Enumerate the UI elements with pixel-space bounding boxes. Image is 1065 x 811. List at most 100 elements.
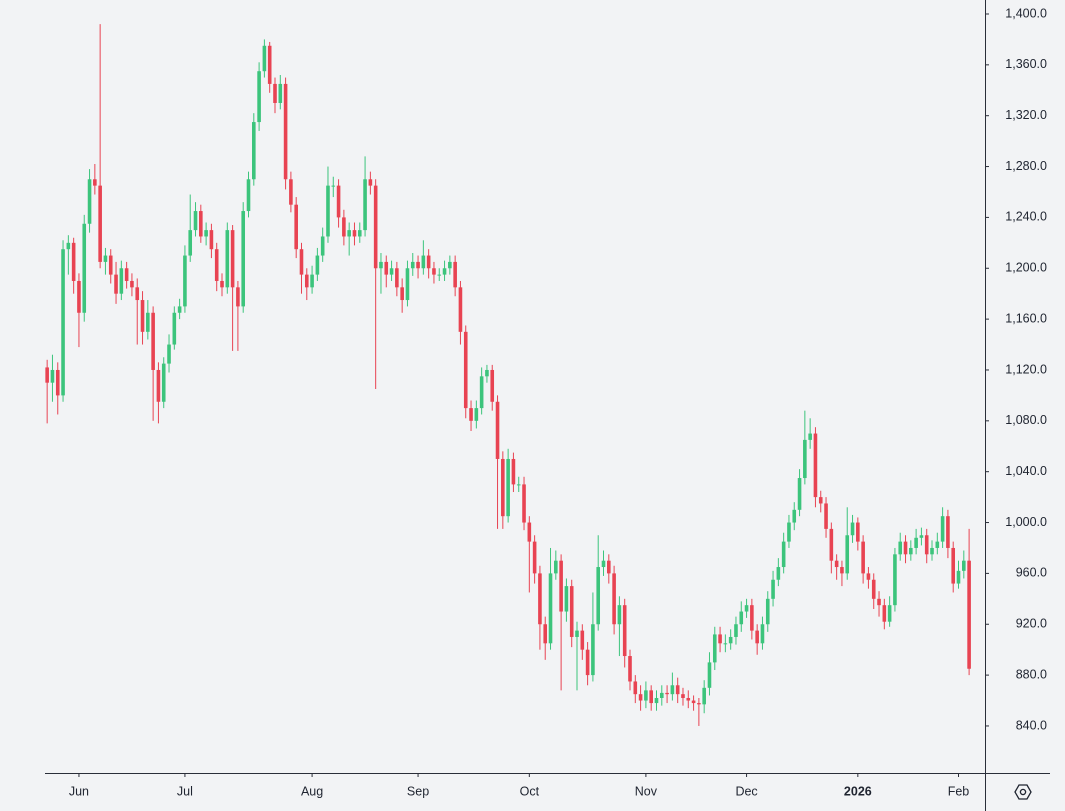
- candle-body: [903, 541, 908, 555]
- candle-body: [193, 211, 198, 231]
- candle-body: [368, 179, 373, 186]
- candle-body: [66, 242, 71, 250]
- candle-body: [479, 376, 484, 409]
- candle-body: [135, 287, 140, 301]
- settings-button[interactable]: [1014, 784, 1032, 800]
- candle-body: [882, 605, 887, 622]
- candle-body: [675, 685, 680, 695]
- candle-body: [956, 570, 961, 584]
- candle-body: [45, 367, 49, 383]
- candle-body: [336, 185, 341, 218]
- candle-body: [712, 634, 717, 663]
- candle-body: [702, 687, 706, 705]
- candle-body: [575, 630, 579, 637]
- candle-body: [310, 274, 314, 288]
- settings-icon: [1014, 784, 1032, 800]
- candle-body: [156, 369, 161, 402]
- candle-body: [670, 685, 675, 695]
- candle-body: [824, 503, 828, 529]
- candle-body: [241, 211, 246, 307]
- x-tick-label: Jul: [177, 784, 193, 798]
- candle-body: [495, 401, 500, 459]
- candle-body: [765, 598, 770, 625]
- candle-body: [183, 255, 187, 307]
- candle-body: [124, 268, 129, 281]
- candle-body: [633, 681, 638, 695]
- y-tick-label: 1,200.0: [1005, 261, 1047, 275]
- x-tick-label: Oct: [520, 784, 540, 798]
- candle-body: [50, 369, 55, 383]
- y-tick-label: 1,280.0: [1005, 159, 1047, 173]
- candle-body: [379, 261, 383, 269]
- candle-body: [522, 484, 526, 523]
- candle-body: [501, 458, 505, 517]
- candle-body: [199, 211, 203, 237]
- y-tick-label: 1,080.0: [1005, 413, 1047, 427]
- candle-body: [871, 579, 876, 599]
- candle-body: [130, 280, 134, 288]
- candle-body: [469, 408, 473, 421]
- candle-body: [818, 497, 823, 504]
- candle-body: [850, 522, 855, 536]
- candle-body: [538, 573, 542, 625]
- candle-body: [967, 560, 971, 669]
- candle-body: [707, 662, 712, 688]
- candle-body: [315, 255, 320, 275]
- candle-body: [61, 249, 65, 396]
- candle-body: [442, 268, 447, 275]
- candle-body: [352, 230, 357, 237]
- candle-body: [278, 83, 283, 103]
- candle-body: [781, 541, 786, 568]
- candle-body: [294, 204, 298, 250]
- candle-body: [458, 287, 463, 332]
- candle-body: [739, 611, 744, 625]
- candle-body: [363, 179, 367, 231]
- candle-body: [607, 560, 611, 574]
- candle-body: [252, 122, 256, 180]
- candle-body: [485, 369, 489, 377]
- x-tick-label: Nov: [635, 784, 658, 798]
- candle-body: [686, 697, 691, 701]
- candle-body: [103, 255, 108, 262]
- candle-body: [108, 255, 113, 275]
- candle-body: [437, 274, 442, 276]
- candle-body: [225, 230, 230, 288]
- candle-body: [548, 573, 553, 644]
- candle-body: [98, 185, 102, 262]
- candle-body: [919, 535, 924, 538]
- candle-body: [808, 433, 812, 440]
- candle-body: [405, 268, 410, 301]
- y-tick-label: 960.0: [1016, 566, 1047, 580]
- candle-body: [177, 306, 182, 313]
- candle-body: [946, 516, 950, 548]
- candle-body: [463, 331, 468, 409]
- candle-body: [681, 694, 685, 698]
- candle-body: [410, 261, 415, 269]
- candle-body: [209, 230, 214, 250]
- candle-body: [93, 179, 97, 186]
- candle-body: [453, 261, 457, 288]
- candle-body: [289, 179, 293, 205]
- candle-body: [564, 586, 569, 612]
- candle-body: [909, 547, 913, 555]
- candle-body: [718, 634, 722, 644]
- candle-body: [119, 268, 124, 294]
- candle-body: [935, 541, 940, 548]
- candle-body: [803, 439, 807, 479]
- candle-body: [283, 83, 288, 180]
- candle-body: [236, 287, 240, 307]
- x-tick-label: 2026: [844, 784, 872, 798]
- candle-body: [612, 573, 616, 625]
- candle-body: [569, 586, 574, 637]
- candle-body: [723, 643, 728, 645]
- candle-body: [622, 605, 627, 657]
- candle-body: [734, 624, 738, 637]
- y-tick-label: 1,160.0: [1005, 311, 1047, 325]
- candle-body: [87, 179, 92, 224]
- y-tick-label: 880.0: [1016, 667, 1047, 681]
- candle-body: [543, 624, 548, 644]
- candle-body: [596, 567, 601, 625]
- candle-body: [151, 312, 155, 370]
- candle-body: [861, 541, 865, 574]
